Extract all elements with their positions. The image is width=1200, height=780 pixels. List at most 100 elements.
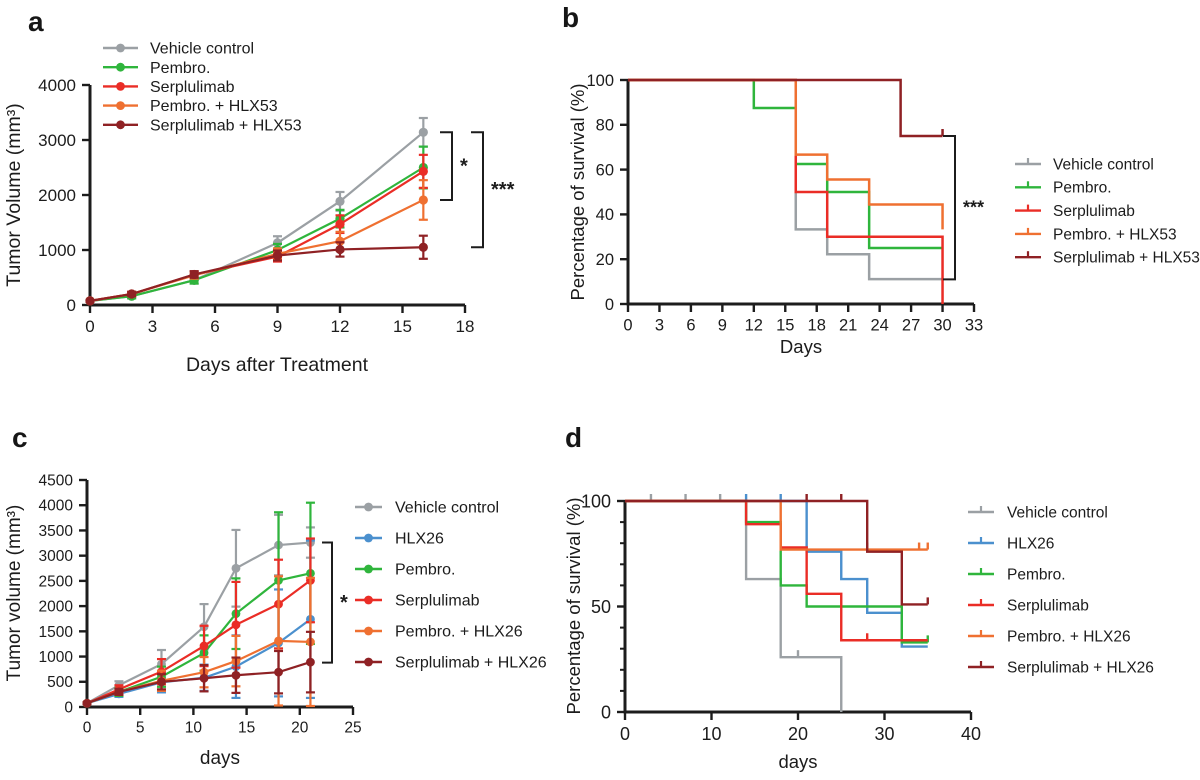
- data-point: [335, 244, 345, 255]
- legend-label: Pembro.: [1053, 180, 1112, 197]
- legend-item-serplulimab: Serplulimab: [355, 593, 480, 610]
- km-curve: [628, 78, 944, 304]
- legend-label: Pembro. + HLX53: [1053, 226, 1177, 243]
- legend-marker-dot: [116, 101, 125, 110]
- series-serplulimab-hlx53: [85, 234, 428, 306]
- axis-ticks: [620, 78, 976, 312]
- tick-labels: 0 5 10 15 20 25 0 500 1000 1500 2000 2500 3000 3500 40…: [39, 472, 362, 736]
- legend-item-hlx26: HLX26: [355, 531, 444, 548]
- legend-label: Serplulimab + HLX53: [1053, 250, 1200, 267]
- legend-item-pembro: Pembro.: [1015, 180, 1112, 197]
- legend-label: Vehicle control: [1007, 504, 1108, 521]
- x-tick-label: 24: [870, 317, 888, 335]
- y-axis-title: Tumor volume (mm³): [4, 505, 25, 682]
- x-tick-label: 15: [776, 317, 794, 335]
- legend-label: Vehicle control: [150, 41, 254, 58]
- x-tick-label: 6: [210, 317, 219, 336]
- y-tick-label: 2500: [39, 573, 74, 590]
- series-line: [89, 166, 424, 302]
- y-tick-label: 40: [596, 206, 614, 224]
- series-serplulimab: [625, 499, 928, 642]
- y-tick-label: 0: [601, 702, 611, 722]
- y-tick-label: 100: [586, 72, 614, 90]
- data-point: [231, 670, 241, 680]
- km-curve: [628, 78, 943, 250]
- legend-label: Serplulimab + HLX26: [1007, 659, 1154, 676]
- legend-label: Serplulimab + HLX26: [395, 655, 547, 672]
- x-tick-label: 20: [291, 720, 309, 737]
- y-tick-label: 0: [67, 296, 76, 315]
- data-point: [274, 667, 283, 677]
- x-tick-label: 10: [701, 724, 721, 744]
- legend-item-vehicle-control: Vehicle control: [355, 500, 499, 517]
- series-vehicle-control: [628, 78, 943, 281]
- legend-label: HLX26: [395, 531, 444, 548]
- tick-labels: 0 3 6 9 12 15 18 0 1000 2000 3000 4000: [38, 76, 474, 336]
- series-vehicle-control: [625, 494, 843, 712]
- legend-item-serplulimab-hlx26: Serplulimab + HLX26: [968, 659, 1154, 676]
- axes: [85, 480, 353, 709]
- panel-label-c: c: [12, 422, 28, 453]
- legend-item-vehicle-control: Vehicle control: [103, 41, 254, 58]
- legend: Vehicle control HLX26 Pembro. Serplulimab Pe…: [968, 504, 1154, 676]
- km-curve: [628, 78, 944, 230]
- series-serplulimab: [85, 153, 428, 306]
- x-tick-label: 12: [745, 317, 763, 335]
- chart-a-canvas: 0 3 6 9 12 15 18 0 1000 2000 3000 4000 Days after Tr…: [3, 41, 515, 376]
- series-hlx26: [625, 494, 928, 648]
- axis-ticks: [617, 499, 973, 720]
- x-tick-label: 9: [273, 317, 282, 336]
- legend: Vehicle control Pembro. Serplulimab Pembro.…: [1015, 156, 1200, 267]
- y-tick-label: 50: [591, 597, 611, 617]
- x-tick-label: 15: [393, 317, 412, 336]
- axis-ticks: [79, 478, 355, 715]
- y-tick-label: 4000: [39, 498, 74, 515]
- data-point: [231, 620, 241, 630]
- data-point: [335, 219, 345, 229]
- series-line: [89, 198, 424, 302]
- y-tick-label: 60: [596, 161, 614, 179]
- series-serplulimab-hlx26: [82, 630, 315, 708]
- legend-marker-dot: [116, 82, 125, 91]
- data-point: [199, 673, 209, 683]
- data-point: [418, 166, 428, 176]
- data-point: [82, 698, 92, 708]
- y-tick-label: 0: [64, 699, 73, 716]
- x-tick-label: 0: [623, 317, 632, 335]
- data-point: [335, 196, 345, 206]
- significance-bracket: *: [322, 541, 348, 664]
- x-tick-label: 10: [185, 720, 203, 737]
- panel-label-b: b: [562, 2, 580, 33]
- legend-item-serplulimab: Serplulimab: [103, 79, 235, 96]
- series-serplulimab-hlx26: [625, 494, 929, 606]
- series-line: [89, 170, 424, 302]
- legend-item-serplulimab: Serplulimab: [968, 597, 1089, 614]
- data-point: [418, 242, 428, 252]
- significance-bracket: ***: [471, 131, 515, 249]
- y-tick-label: 3000: [39, 548, 74, 565]
- x-tick-label: 33: [965, 317, 983, 335]
- series-pembro-hlx53: [628, 78, 944, 230]
- data-point: [335, 236, 345, 246]
- legend-marker-dot: [364, 595, 373, 605]
- x-tick-label: 3: [148, 317, 157, 336]
- data-point: [114, 687, 124, 697]
- significance-bracket: *: [440, 131, 468, 201]
- x-tick-label: 30: [874, 724, 894, 744]
- km-curve: [628, 78, 943, 138]
- y-tick-label: 2000: [38, 186, 76, 205]
- legend-marker-dot: [116, 43, 125, 53]
- km-curve: [628, 78, 943, 281]
- x-tick-label: 5: [136, 720, 145, 737]
- legend-label: Serplulimab: [1007, 597, 1089, 614]
- y-tick-label: 20: [596, 251, 614, 269]
- km-curve: [625, 499, 928, 606]
- y-tick-label: 0: [605, 296, 614, 314]
- data-point: [272, 250, 283, 261]
- x-tick-label: 30: [933, 317, 951, 335]
- y-tick-label: 80: [596, 117, 614, 135]
- series-pembro: [628, 78, 943, 250]
- panel-a-tumor-volume-hlx53: 0 3 6 9 12 15 18 0 1000 2000 3000 4000 Days after Tr…: [0, 0, 560, 390]
- y-tick-label: 3000: [38, 131, 76, 150]
- data-point: [418, 195, 428, 205]
